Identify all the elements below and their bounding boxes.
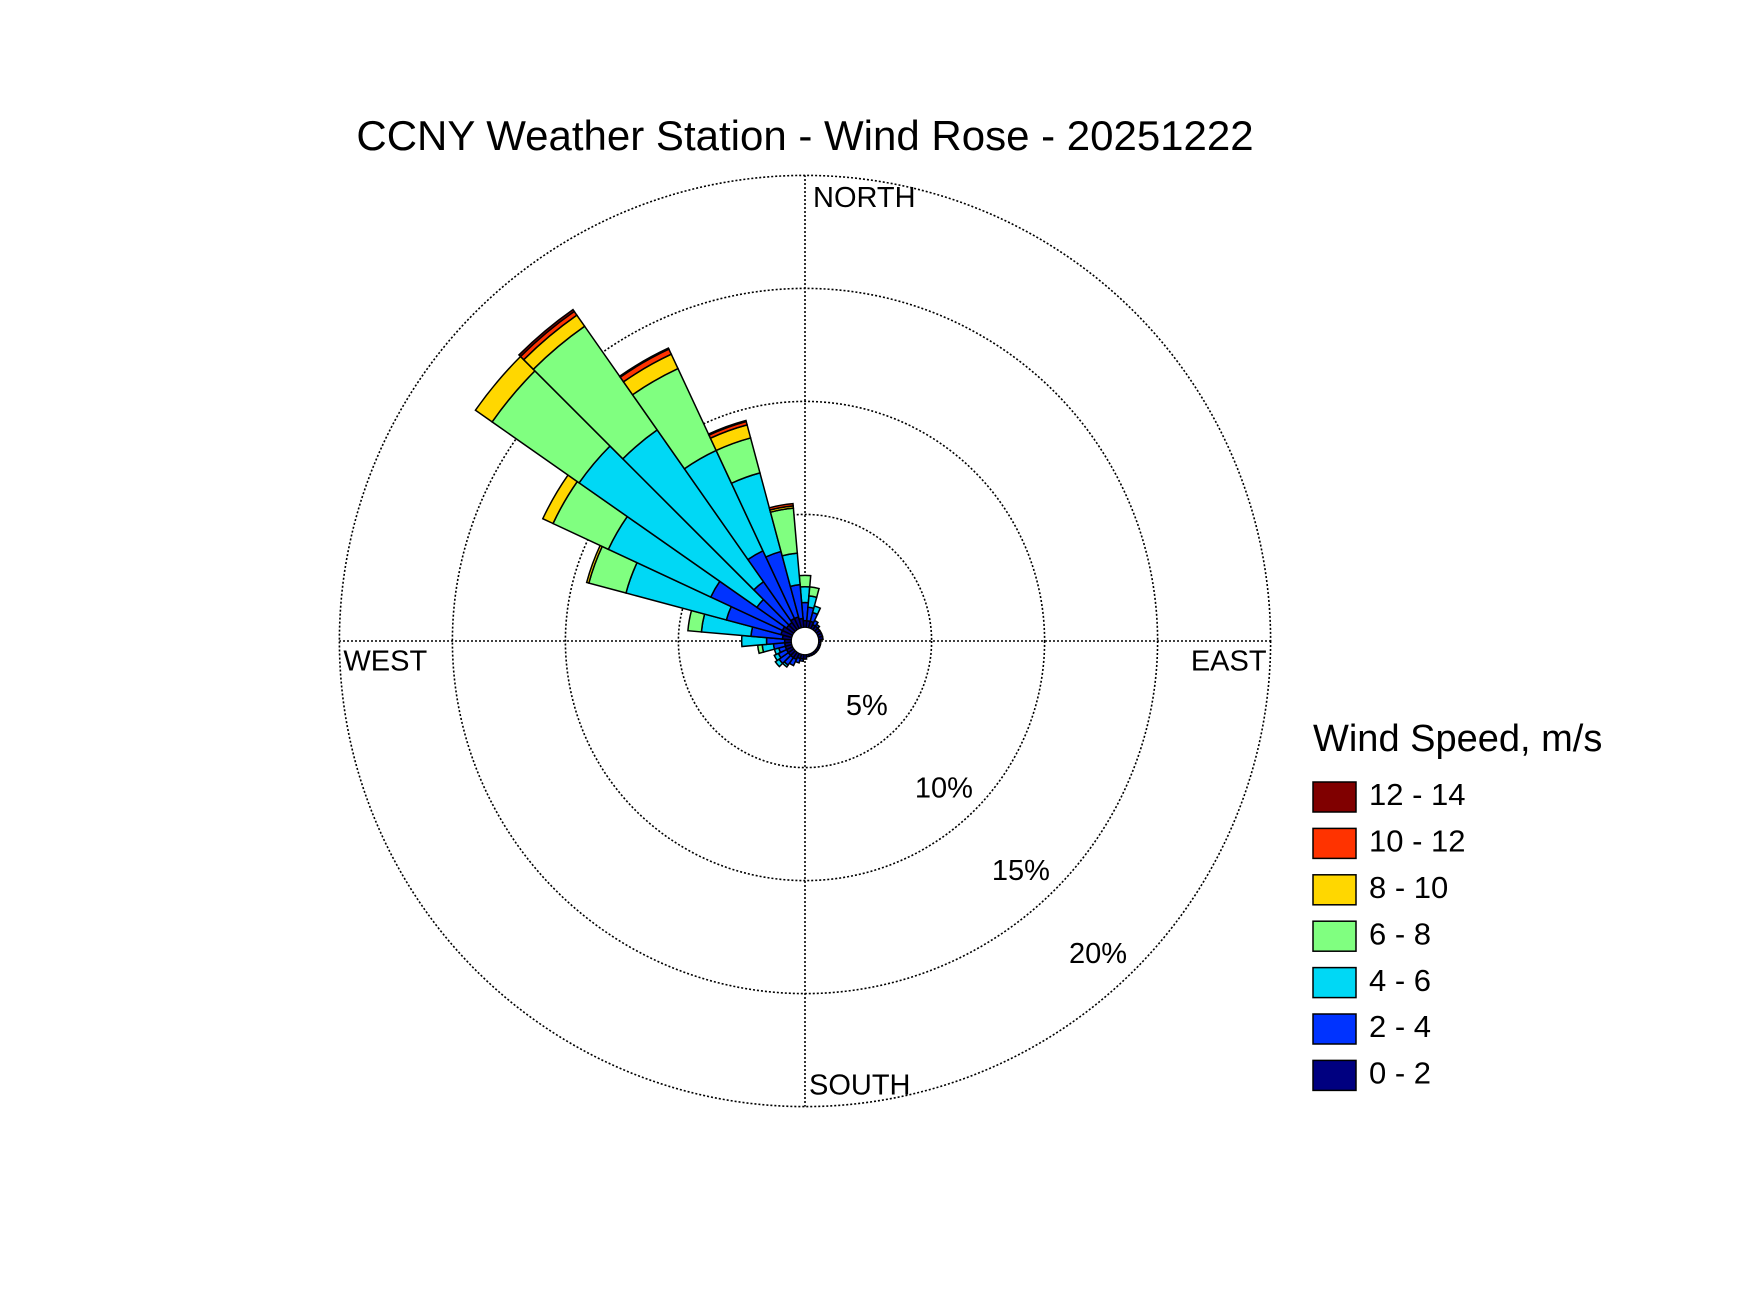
chart-title: CCNY Weather Station - Wind Rose - 20251… [356, 112, 1253, 159]
legend-label: 12 - 14 [1369, 777, 1466, 812]
legend-label: 8 - 10 [1369, 870, 1448, 905]
wedge-segment [808, 586, 820, 599]
wedge-segment [517, 308, 576, 358]
radial-tick-label: 15% [992, 855, 1050, 887]
legend-label: 0 - 2 [1369, 1056, 1431, 1091]
legend-swatch [1312, 827, 1357, 860]
legend-swatch [1312, 1013, 1357, 1045]
radial-tick-label: 5% [846, 690, 888, 722]
legend-swatch [1312, 874, 1357, 906]
legend-label: 6 - 8 [1369, 916, 1431, 951]
center-hole [790, 626, 820, 656]
grid-ring [564, 400, 1046, 882]
legend-title: Wind Speed, m/s [1313, 718, 1602, 760]
direction-label: SOUTH [809, 1069, 911, 1101]
radial-tick-label: 10% [915, 773, 973, 805]
wedge-segment [618, 347, 670, 379]
legend-label: 10 - 12 [1369, 824, 1466, 859]
direction-label: NORTH [813, 182, 916, 214]
direction-label: WEST [343, 646, 427, 678]
legend-swatch [1312, 781, 1357, 813]
legend-swatch [1312, 1059, 1357, 1092]
grid-ring [677, 513, 933, 769]
legend-swatch [1312, 966, 1357, 999]
wedge-segment [707, 419, 748, 437]
legend-label: 2 - 4 [1369, 1009, 1431, 1044]
wedge-segment [811, 605, 822, 616]
wedge-segment [798, 574, 812, 588]
wedge-segment [814, 623, 821, 630]
legend-swatch [1312, 920, 1357, 952]
wedge-segment [768, 502, 794, 511]
direction-label: EAST [1191, 646, 1267, 678]
wedge-segment [756, 643, 765, 655]
radial-tick-label: 20% [1069, 938, 1127, 970]
legend-label: 4 - 6 [1369, 963, 1431, 998]
wedge-segment [811, 619, 820, 628]
